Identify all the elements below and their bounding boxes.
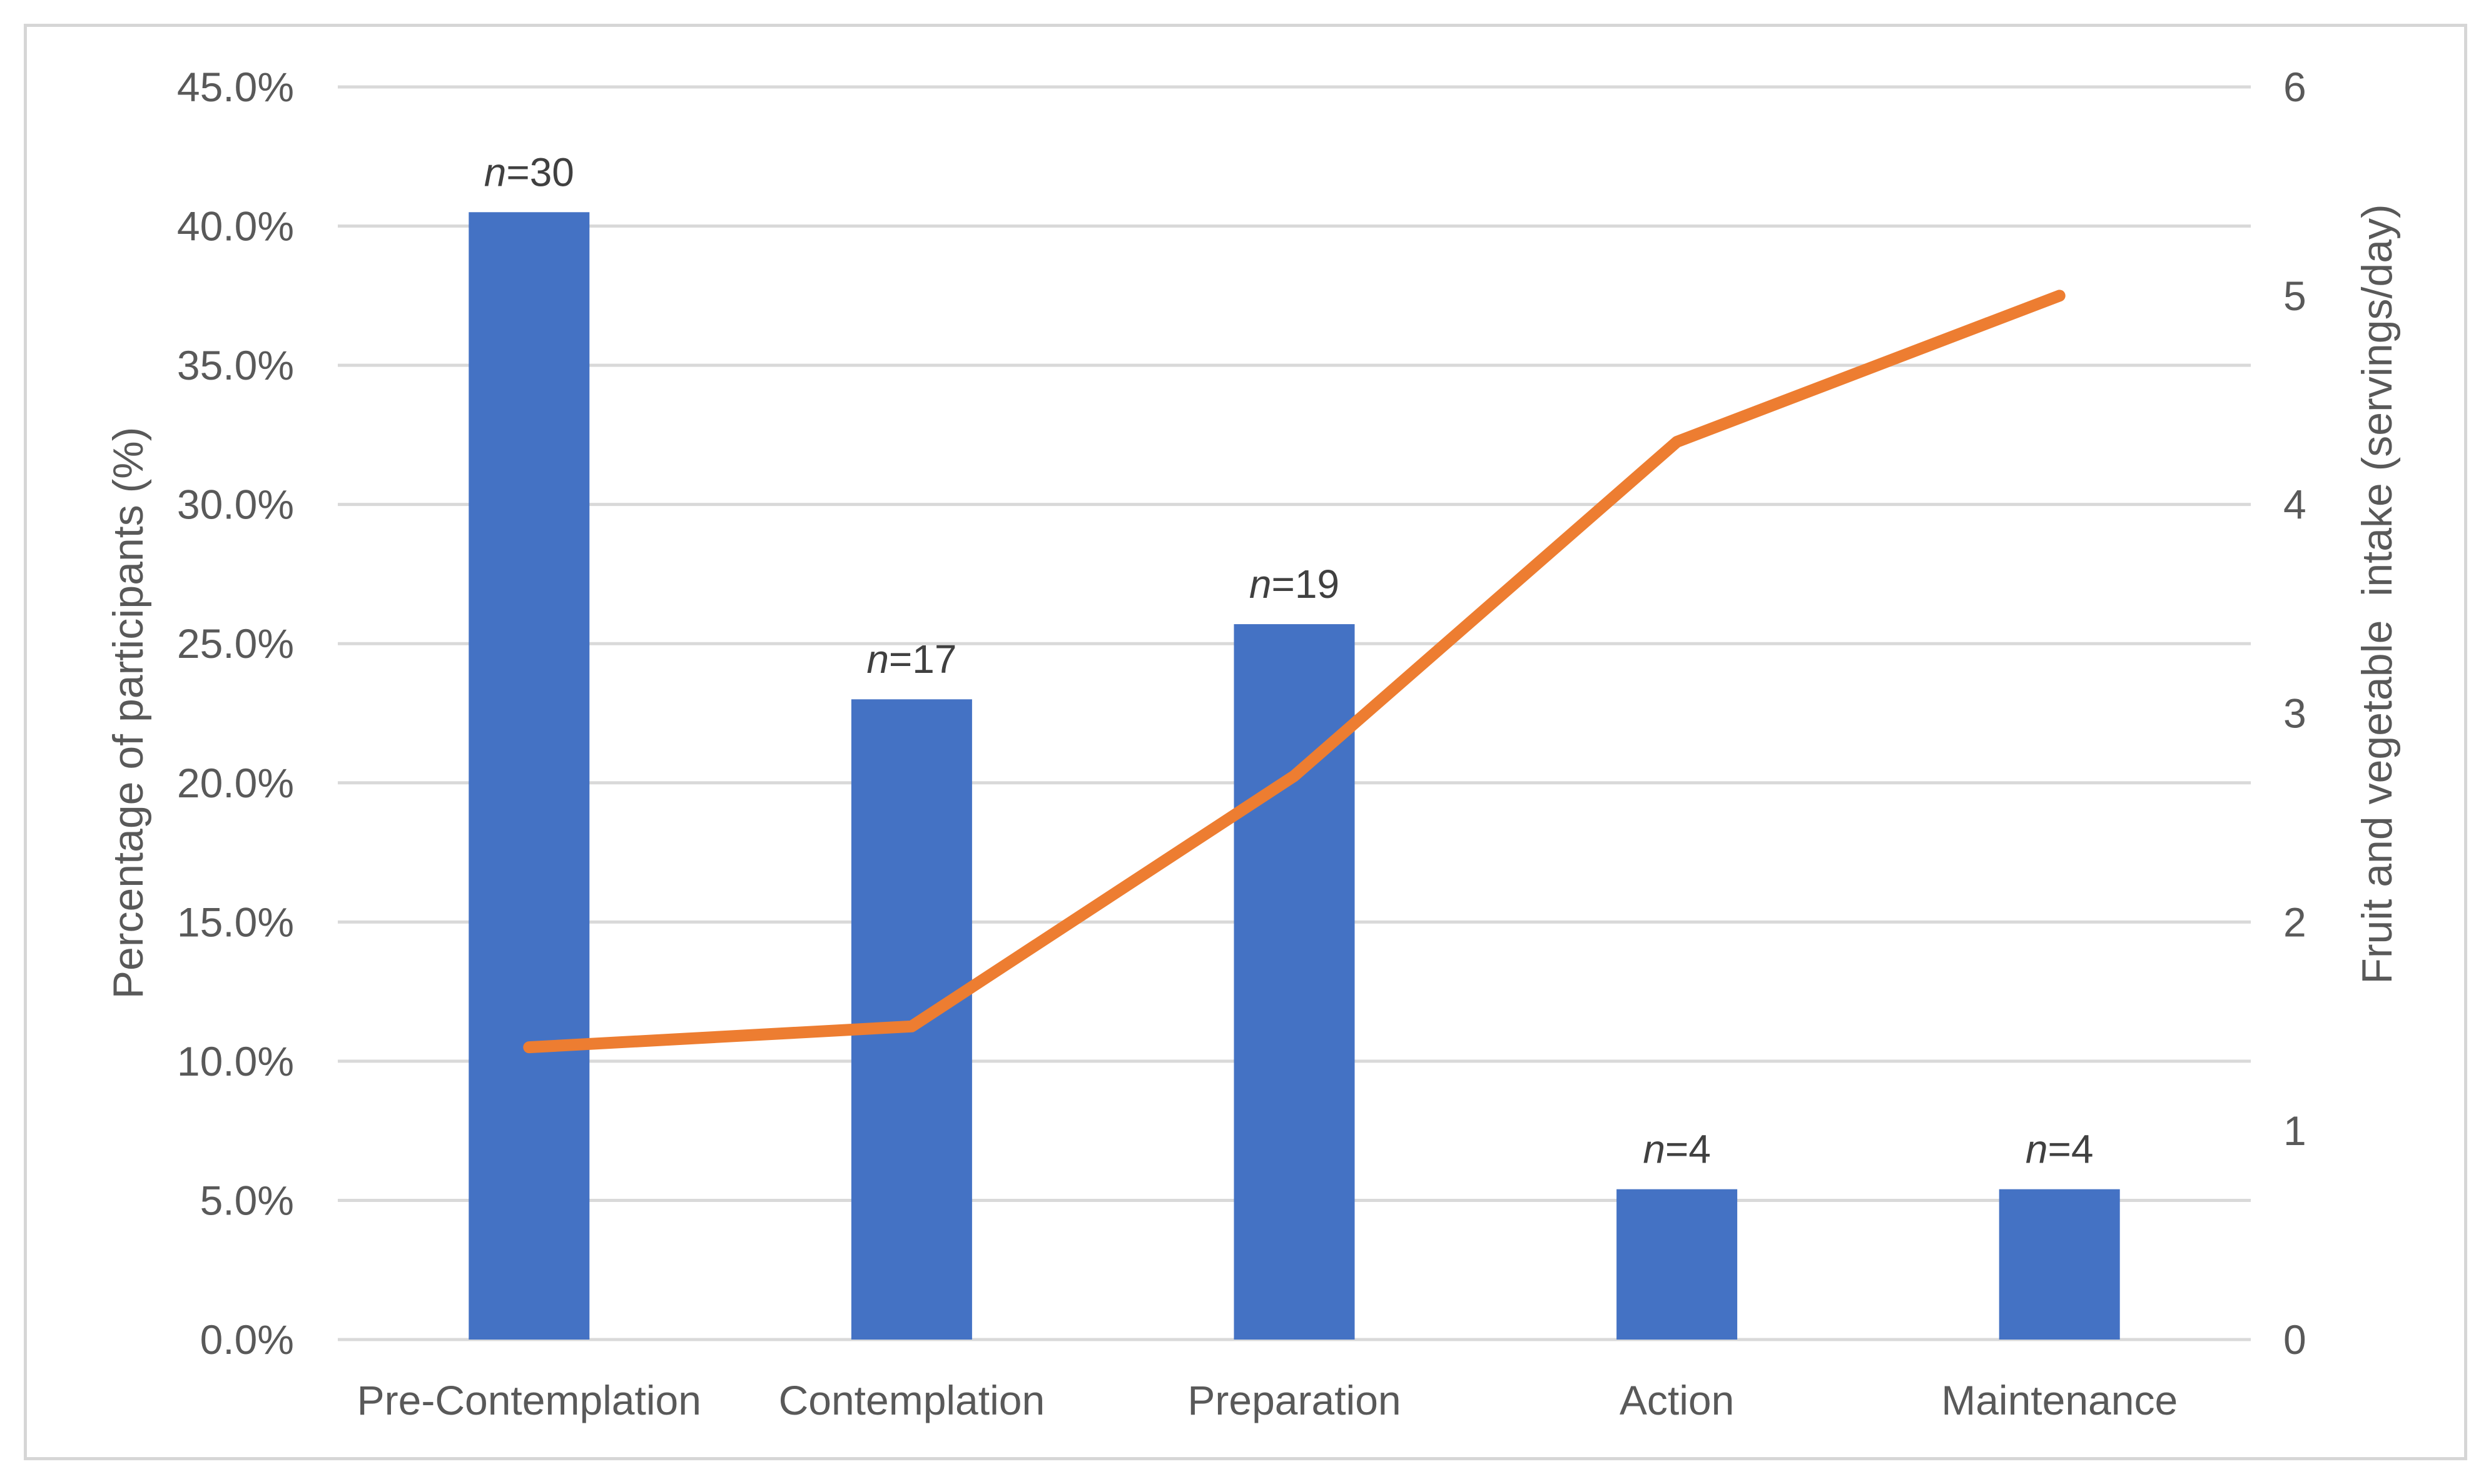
right-axis-tick-label: 4	[2283, 482, 2306, 528]
chart-border	[24, 24, 2467, 1460]
bar-pre-contemplation[interactable]	[469, 212, 590, 1340]
left-axis-tick-label: 0.0%	[200, 1316, 294, 1363]
left-axis-tick-label: 5.0%	[200, 1177, 294, 1223]
category-label: Maintenance	[1941, 1377, 2178, 1423]
left-axis-tick-label: 30.0%	[177, 482, 294, 528]
bar-data-label: n=4	[2026, 1127, 2094, 1172]
category-label: Action	[1620, 1377, 1734, 1423]
bar-data-label: n=4	[1643, 1127, 1711, 1172]
right-axis-tick-label: 0	[2283, 1316, 2306, 1363]
left-axis-tick-label: 35.0%	[177, 342, 294, 388]
bar-data-label: n=19	[1249, 562, 1339, 607]
left-axis-tick-label: 20.0%	[177, 760, 294, 806]
right-axis-tick-label: 5	[2283, 273, 2306, 319]
left-axis-tick-label: 25.0%	[177, 620, 294, 667]
category-label: Pre-Contemplation	[357, 1377, 701, 1423]
bar-data-label: n=17	[866, 637, 956, 682]
left-axis-tick-label: 10.0%	[177, 1038, 294, 1084]
left-axis-tick-label: 40.0%	[177, 203, 294, 250]
right-axis-title: Fruit and vegetable intake (servings/day…	[2353, 204, 2401, 984]
right-axis-tick-label: 3	[2283, 690, 2306, 737]
right-axis-tick-label: 6	[2283, 64, 2306, 110]
left-axis-tick-label: 45.0%	[177, 64, 294, 110]
right-axis-tick-label: 2	[2283, 899, 2306, 945]
bar-data-label: n=30	[484, 149, 574, 194]
left-axis-tick-label: 15.0%	[177, 899, 294, 945]
category-label: Contemplation	[779, 1377, 1045, 1423]
category-label: Preparation	[1187, 1377, 1401, 1423]
bar-maintenance[interactable]	[1999, 1189, 2120, 1340]
right-axis-tick-label: 1	[2283, 1108, 2306, 1154]
intake-line[interactable]	[523, 290, 2066, 1054]
bar-action[interactable]	[1616, 1189, 1738, 1340]
left-axis-title: Percentage of participants (%)	[104, 427, 152, 999]
